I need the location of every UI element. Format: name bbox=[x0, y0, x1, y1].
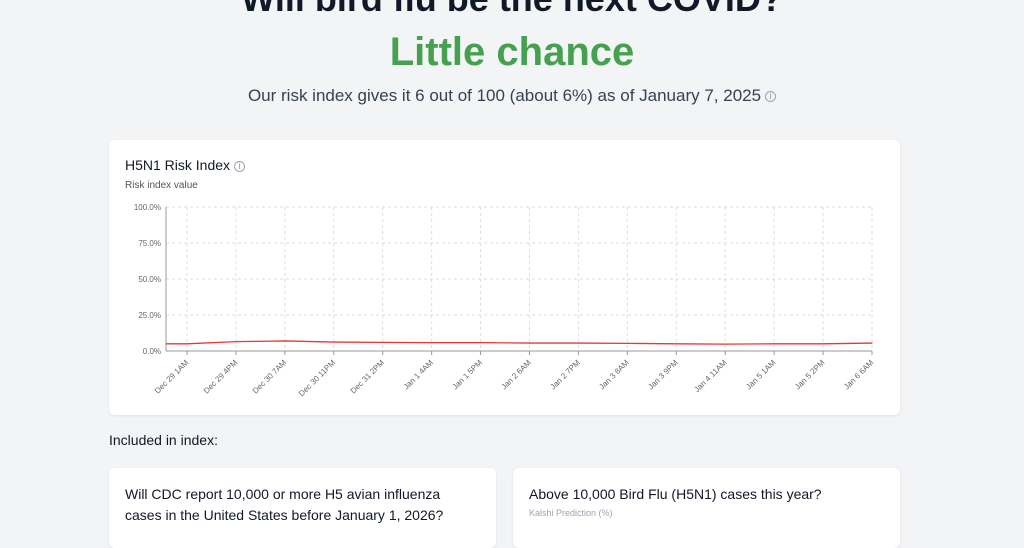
data-point bbox=[382, 341, 384, 343]
y-tick-label: 50.0% bbox=[138, 275, 161, 284]
x-tick-label: Dec 31 2PM bbox=[349, 358, 387, 396]
risk-series-line bbox=[166, 340, 873, 345]
x-tick-label: Dec 30 7AM bbox=[251, 358, 289, 396]
y-tick-label: 100.0% bbox=[134, 203, 161, 212]
data-point bbox=[675, 343, 677, 345]
x-tick-label: Jan 2 7PM bbox=[548, 358, 582, 392]
data-point bbox=[773, 343, 775, 345]
market-source: Kalshi Prediction (%) bbox=[529, 508, 613, 518]
y-tick-label: 75.0% bbox=[138, 239, 161, 248]
x-tick-label: Jan 3 8AM bbox=[597, 358, 631, 392]
data-point bbox=[528, 342, 531, 344]
chart-card: H5N1 Risk Index i Risk index value 0.0% 25… bbox=[109, 140, 900, 415]
y-tick-label: 0.0% bbox=[143, 347, 161, 356]
verdict: Little chance bbox=[389, 30, 635, 74]
x-tick-label: Dec 30 11PM bbox=[297, 358, 337, 398]
summary: Our risk index gives it 6 out of 100 (ab… bbox=[0, 86, 1024, 106]
x-tick-label: Jan 1 4AM bbox=[402, 358, 436, 392]
y-tick-label: 25.0% bbox=[138, 311, 161, 320]
x-tick-label: Jan 4 11AM bbox=[692, 358, 728, 394]
x-tick-label: Jan 3 9PM bbox=[646, 358, 680, 392]
data-point bbox=[822, 343, 824, 345]
market-card[interactable]: Above 10,000 Bird Flu (H5N1) cases this … bbox=[513, 468, 900, 548]
data-point bbox=[871, 342, 873, 344]
x-tick-label: Jan 6 6AM bbox=[842, 358, 876, 392]
x-tick-label: Dec 29 4PM bbox=[202, 358, 240, 396]
data-point bbox=[577, 342, 580, 344]
y-axis-label: Risk index value bbox=[125, 180, 198, 191]
included-heading: Included in index: bbox=[109, 432, 218, 448]
x-tick-label: Jan 1 5PM bbox=[451, 358, 485, 392]
data-point bbox=[479, 342, 482, 344]
data-point bbox=[284, 340, 286, 342]
data-point bbox=[186, 343, 188, 345]
x-tick-label: Jan 2 6AM bbox=[500, 358, 534, 392]
chart-title: H5N1 Risk Index i bbox=[125, 157, 246, 173]
risk-chart: 0.0% 25.0% 50.0% 75.0% 100.0% Dec 29 1AM Dec 2… bbox=[134, 203, 876, 398]
data-point bbox=[431, 342, 433, 344]
x-tick-label: Dec 29 1AM bbox=[153, 358, 191, 396]
market-title[interactable]: Will CDC report 10,000 or more H5 avian … bbox=[125, 486, 444, 523]
chart-title-text: H5N1 Risk Index bbox=[125, 157, 231, 173]
data-point bbox=[724, 343, 726, 345]
data-point bbox=[333, 341, 335, 343]
market-title[interactable]: Above 10,000 Bird Flu (H5N1) cases this … bbox=[529, 486, 822, 502]
summary-text: Our risk index gives it 6 out of 100 (ab… bbox=[247, 86, 762, 105]
data-point bbox=[235, 341, 237, 343]
x-tick-label: Jan 5 1AM bbox=[744, 358, 778, 392]
market-card[interactable]: Will CDC report 10,000 or more H5 avian … bbox=[109, 468, 496, 548]
info-icon[interactable]: i bbox=[234, 160, 246, 172]
page-question: Will bird flu be the next COVID? bbox=[0, 0, 1024, 20]
x-tick-label: Jan 5 2PM bbox=[793, 358, 827, 392]
data-point bbox=[626, 342, 628, 344]
info-icon[interactable]: i bbox=[765, 91, 777, 103]
